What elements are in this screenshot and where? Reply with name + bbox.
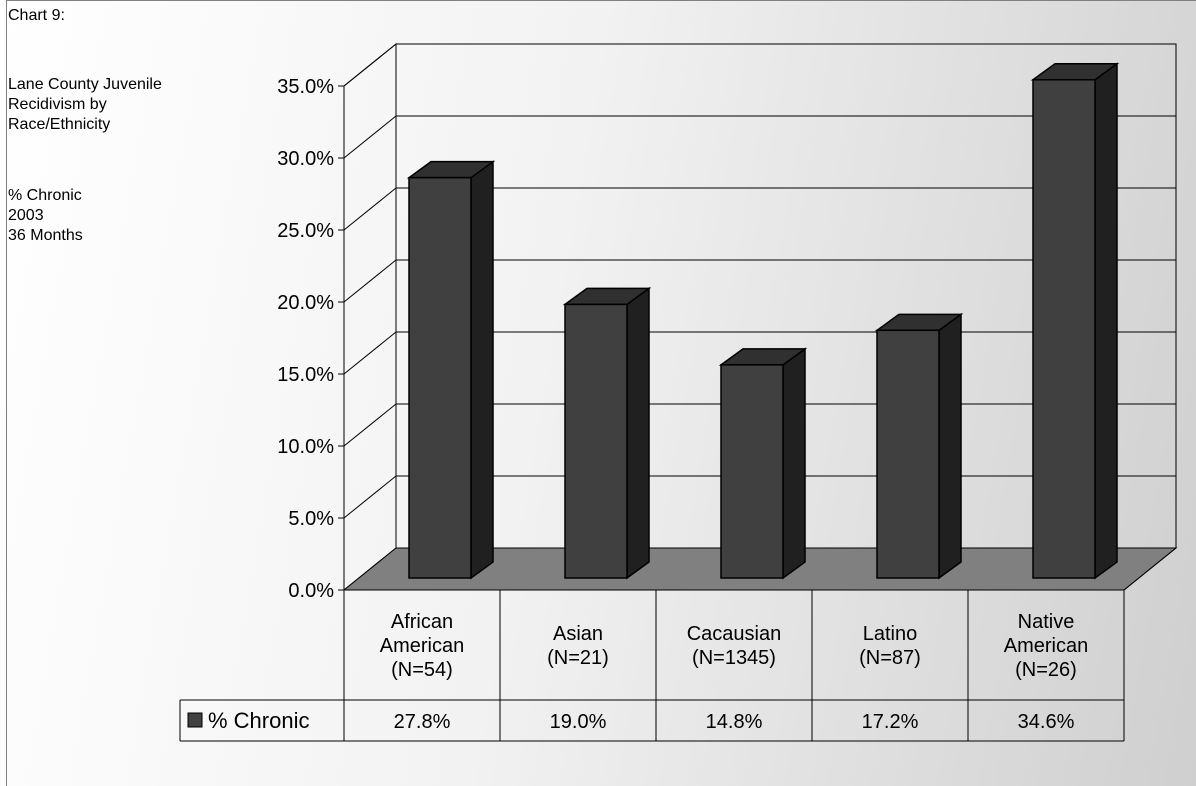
- y-tick-label: 0.0%: [288, 580, 334, 602]
- y-tick-label: 15.0%: [277, 364, 334, 386]
- category-label: (N=1345): [692, 647, 776, 669]
- bar: [720, 364, 784, 579]
- bar-side: [1094, 62, 1118, 580]
- legend-swatch: [187, 712, 203, 728]
- gridline-side: [343, 259, 397, 303]
- gridline-side: [343, 331, 397, 375]
- legend-label: % Chronic: [208, 708, 309, 733]
- category-label: (N=21): [547, 647, 609, 669]
- bar: [408, 176, 472, 579]
- category-label: Asian: [553, 623, 603, 645]
- frame-border-top: [6, 0, 1196, 1]
- category-label: (N=54): [391, 659, 453, 681]
- category-label: American: [380, 635, 464, 657]
- y-tick-label: 35.0%: [277, 76, 334, 98]
- value-label: 14.8%: [706, 711, 763, 733]
- floor-edge: [1123, 547, 1177, 591]
- bar: [564, 303, 628, 579]
- frame-border-left: [6, 0, 7, 786]
- y-tick-label: 25.0%: [277, 220, 334, 242]
- gridline-side: [343, 475, 397, 519]
- bar-side: [938, 312, 962, 580]
- category-label: (N=87): [859, 647, 921, 669]
- gridline-side: [343, 43, 397, 87]
- side-wall: [343, 42, 397, 592]
- bar-side: [470, 160, 494, 580]
- chart-number: Chart 9:: [8, 7, 65, 24]
- category-label: African: [391, 611, 453, 633]
- y-tick-label: 10.0%: [277, 436, 334, 458]
- gridline-side: [343, 403, 397, 447]
- bar: [1032, 79, 1096, 579]
- chart-title: Lane County Juvenile Recidivism by Race/…: [8, 76, 162, 133]
- category-label: American: [1004, 635, 1088, 657]
- chart-subtitle: % Chronic 2003 36 Months: [8, 187, 83, 244]
- gridline-side: [343, 187, 397, 231]
- value-label: 34.6%: [1018, 711, 1075, 733]
- bar-side: [626, 286, 650, 580]
- category-label: Cacausian: [687, 623, 782, 645]
- category-label: Native: [1018, 611, 1075, 633]
- value-label: 17.2%: [862, 711, 919, 733]
- y-tick-label: 5.0%: [288, 508, 334, 530]
- value-label: 27.8%: [394, 711, 451, 733]
- y-tick-label: 20.0%: [277, 292, 334, 314]
- gridline-side: [343, 115, 397, 159]
- category-label: Latino: [863, 623, 918, 645]
- y-tick-label: 30.0%: [277, 148, 334, 170]
- category-label: (N=26): [1015, 659, 1077, 681]
- bar-side: [782, 347, 806, 580]
- bar: [876, 329, 940, 579]
- value-label: 19.0%: [550, 711, 607, 733]
